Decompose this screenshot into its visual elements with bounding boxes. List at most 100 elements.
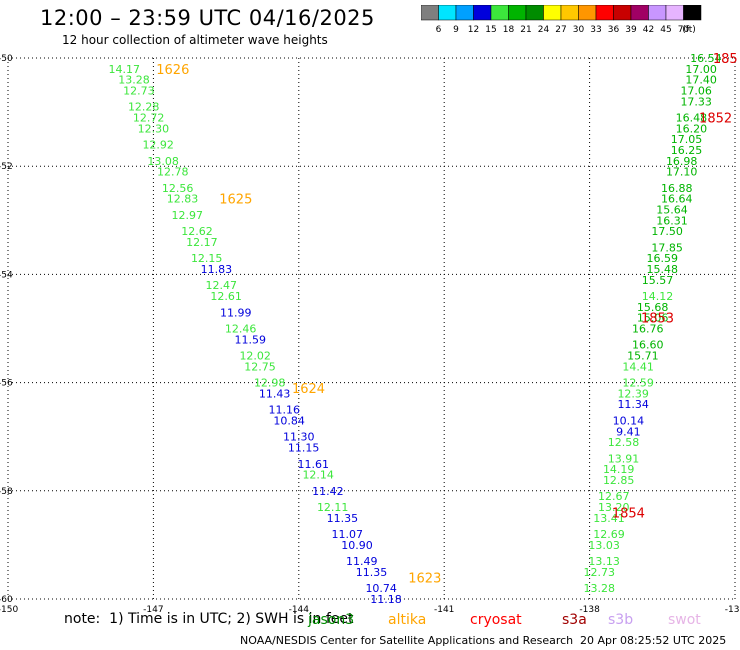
swh-value-point: 16.59 — [647, 252, 679, 265]
x-tick-label: -138 — [579, 605, 600, 615]
pass-number-label: 1624 — [292, 382, 325, 397]
swh-value-point: 12.85 — [603, 474, 635, 487]
swh-value-point: 12.17 — [186, 236, 218, 249]
swh-value-point: 11.07 — [332, 528, 364, 541]
swh-value-point: 14.19 — [603, 463, 635, 476]
swh-value-point: 11.30 — [283, 431, 315, 444]
swh-value-point: 12.72 — [133, 112, 165, 125]
swh-value-point: 11.16 — [269, 404, 301, 417]
swh-value-point: 15.71 — [627, 350, 659, 363]
swh-value-point: 13.08 — [147, 155, 179, 168]
colorbar-tick-label: 21 — [520, 25, 531, 35]
pass-number-label: 185 — [713, 52, 738, 67]
swh-value-point: 17.06 — [680, 85, 712, 98]
swh-value-point: 11.42 — [312, 485, 344, 498]
swh-value-point: 11.59 — [235, 333, 267, 346]
pass-number-label: 1623 — [408, 571, 441, 586]
swh-value-point: 12.47 — [206, 279, 238, 292]
swh-value-point: 12.61 — [210, 290, 242, 303]
swh-value-point: 10.74 — [365, 582, 397, 595]
swh-value-point: 11.18 — [370, 593, 402, 606]
swh-value-point: 15.64 — [656, 204, 688, 217]
swh-value-point: 12.39 — [617, 387, 649, 400]
colorbar-tick-label: 70 — [678, 25, 690, 35]
satellite-legend-swot: swot — [668, 612, 701, 628]
colorbar-tick-label: 6 — [436, 25, 442, 35]
swh-value-point: 15.68 — [637, 301, 669, 314]
swh-value-point: 15.57 — [642, 274, 674, 287]
swh-value-point: 12.56 — [162, 182, 194, 195]
swh-value-point: 15.06 — [637, 312, 669, 325]
satellite-legend-jason3: jason3 — [308, 612, 355, 628]
swh-value-point: 12.58 — [608, 436, 640, 449]
swh-value-point: 13.41 — [593, 512, 625, 525]
swh-value-point: 16.76 — [632, 323, 664, 336]
x-tick-label: -147 — [143, 605, 163, 615]
swh-value-point: 16.98 — [666, 155, 698, 168]
swh-value-point: 13.03 — [588, 539, 620, 552]
colorbar-tick-label: 27 — [555, 25, 566, 35]
swh-value-point: 11.83 — [201, 263, 233, 276]
satellite-legend-altika: altika — [388, 612, 427, 628]
swh-value-point: 12.73 — [584, 566, 616, 579]
swh-value-point: 12.15 — [191, 252, 223, 265]
swh-value-point: 11.15 — [288, 442, 320, 455]
swh-value-point: 12.78 — [157, 166, 189, 179]
satellite-legend-cryosat: cryosat — [470, 612, 522, 628]
swh-value-point: 12.62 — [181, 225, 213, 238]
swh-value-point: 12.75 — [244, 360, 276, 373]
swh-value-point: 16.25 — [671, 144, 703, 157]
colorbar-tick-label: 15 — [485, 25, 496, 35]
swh-value-point: 12.02 — [239, 350, 271, 363]
swh-value-point: 16.64 — [661, 193, 693, 206]
satellite-legend-s3b: s3b — [608, 612, 634, 628]
swh-value-point: 12.92 — [142, 139, 174, 152]
swh-value-point: 11.35 — [327, 512, 359, 525]
chart-title: 12:00 – 23:59 UTC 04/16/2025 — [40, 6, 375, 30]
swh-value-point: 15.48 — [647, 263, 679, 276]
y-tick-label: -56 — [0, 379, 13, 389]
swh-value-point: 10.84 — [273, 415, 305, 428]
y-tick-label: -50 — [0, 54, 13, 64]
colorbar-tick-label: 33 — [590, 25, 601, 35]
swh-value-point: 10.14 — [613, 415, 645, 428]
colorbar-tick-label: 42 — [643, 25, 654, 35]
x-tick-label: -135 — [725, 605, 740, 615]
y-tick-label: -54 — [0, 270, 13, 280]
swh-value-point: 12.28 — [128, 101, 160, 114]
swh-value-point: 12.59 — [622, 377, 654, 390]
pass-number-label: 1852 — [699, 112, 732, 127]
swh-value-point: 10.90 — [341, 539, 373, 552]
swh-value-point: 11.49 — [346, 555, 378, 568]
swh-value-point: 9.41 — [616, 425, 641, 438]
swh-value-point: 17.10 — [666, 166, 698, 179]
swh-value-point: 16.48 — [676, 112, 708, 125]
colorbar-tick-label: 18 — [503, 25, 515, 35]
swh-value-point: 13.28 — [118, 74, 150, 87]
x-tick-label: -150 — [0, 605, 18, 615]
swh-value-point: 13.20 — [598, 501, 630, 514]
swh-value-point: 12.30 — [138, 122, 170, 135]
swh-value-point: 13.13 — [588, 555, 620, 568]
timestamp-text: 20 Apr 08:25:52 UTC 2025 — [580, 634, 727, 647]
swh-value-point: 12.73 — [123, 85, 155, 98]
swh-value-point: 12.14 — [302, 469, 334, 482]
colorbar: 6 9 12 15 18 21 24 27 30 33 36 39 42 45 70(ft) — [421, 5, 702, 35]
y-tick-label: -60 — [0, 595, 13, 605]
y-tick-label: -52 — [0, 162, 13, 172]
swh-value-point: 12.67 — [598, 490, 630, 503]
swh-value-point: 11.61 — [298, 458, 330, 471]
swh-value-point: 16.31 — [656, 214, 688, 227]
swh-value-point: 17.00 — [685, 63, 717, 76]
swh-value-point: 11.34 — [617, 398, 649, 411]
swh-value-point: 12.97 — [172, 209, 204, 222]
swh-value-point: 14.17 — [109, 63, 141, 76]
pass-number-label: 1625 — [219, 193, 252, 208]
footer-note: note: 1) Time is in UTC; 2) SWH is in fe… — [64, 611, 354, 627]
swh-value-point: 17.50 — [651, 225, 683, 238]
pass-number-label: 1853 — [641, 312, 674, 327]
colorbar-tick-label: 39 — [625, 25, 637, 35]
swh-value-point: 14.41 — [622, 360, 654, 373]
credit-text: NOAA/NESDIS Center for Satellite Applica… — [240, 634, 574, 647]
